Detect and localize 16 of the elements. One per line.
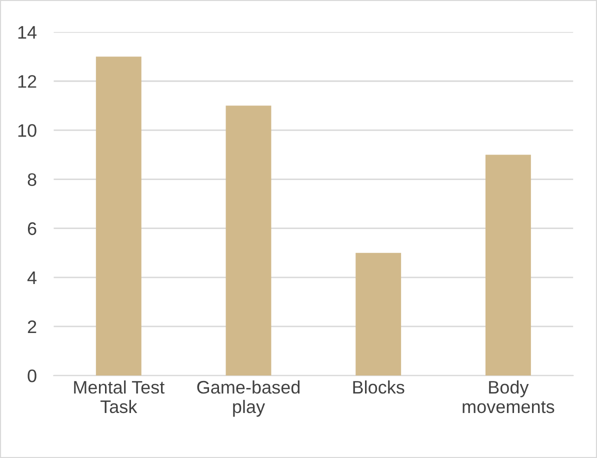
y-tick-label: 4: [27, 272, 37, 284]
y-tick-label: 0: [28, 369, 36, 382]
y-tick-label: 12: [18, 75, 36, 88]
y-tick-label: 8: [28, 173, 36, 186]
x-tick-label: Blocks: [353, 380, 404, 394]
y-tick-label: 14: [18, 26, 37, 39]
x-tick-label: Body movements: [462, 380, 554, 414]
bar: [485, 154, 531, 376]
x-tick-label: Mental Test Task: [74, 380, 165, 414]
bar: [226, 106, 272, 376]
y-tick-label: 10: [18, 124, 36, 137]
bar: [96, 56, 142, 376]
y-tick-label: 2: [28, 320, 36, 334]
bar: [356, 252, 402, 376]
y-tick-label: 6: [28, 222, 36, 236]
x-tick-label: Game-based play: [197, 380, 300, 417]
